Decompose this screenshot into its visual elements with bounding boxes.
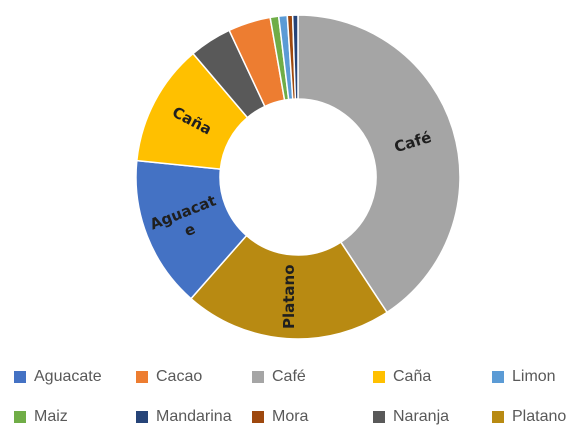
legend-item-platano: Platano xyxy=(492,406,566,428)
legend-label: Café xyxy=(272,368,306,385)
legend-swatch xyxy=(14,411,26,423)
legend-item-mandarina: Mandarina xyxy=(136,406,232,428)
legend-swatch xyxy=(373,411,385,423)
legend-swatch xyxy=(373,371,385,383)
legend-row-1: Aguacate Cacao Café Caña Limon xyxy=(0,366,570,388)
legend-label: Naranja xyxy=(393,408,450,425)
legend-label: Cacao xyxy=(156,368,203,385)
donut-slices xyxy=(135,14,461,340)
legend-item-mora: Mora xyxy=(252,406,308,428)
legend-label: Aguacate xyxy=(34,368,102,385)
legend-label: Maiz xyxy=(34,408,68,425)
legend-item-limon: Limon xyxy=(492,366,556,388)
legend-label: Mora xyxy=(272,408,309,425)
legend-swatch xyxy=(14,371,26,383)
donut-slice-platano xyxy=(189,234,389,340)
legend-item-naranja: Naranja xyxy=(373,406,449,428)
legend-label: Mandarina xyxy=(156,408,232,425)
donut-slice-mandarina xyxy=(291,14,299,100)
legend-label: Limon xyxy=(512,368,556,385)
legend-swatch xyxy=(252,411,264,423)
slice-label-platano: Platano xyxy=(280,264,298,329)
legend-item-maiz: Maiz xyxy=(14,406,68,428)
legend-label: Platano xyxy=(512,408,567,425)
donut-slice-cafe xyxy=(297,14,461,314)
legend-swatch xyxy=(252,371,264,383)
legend-item-cafe: Café xyxy=(252,366,306,388)
legend-swatch xyxy=(492,371,504,383)
legend-row-2: Maiz Mandarina Mora Naranja Platano xyxy=(0,406,570,428)
legend-swatch xyxy=(136,411,148,423)
legend-item-cacao: Cacao xyxy=(136,366,202,388)
legend-label: Caña xyxy=(393,368,432,385)
legend-item-aguacate: Aguacate xyxy=(14,366,102,388)
legend-swatch xyxy=(136,371,148,383)
legend-swatch xyxy=(492,411,504,423)
chart-legend: Aguacate Cacao Café Caña Limon Maiz Mand… xyxy=(0,356,570,432)
legend-item-cana: Caña xyxy=(373,366,431,388)
